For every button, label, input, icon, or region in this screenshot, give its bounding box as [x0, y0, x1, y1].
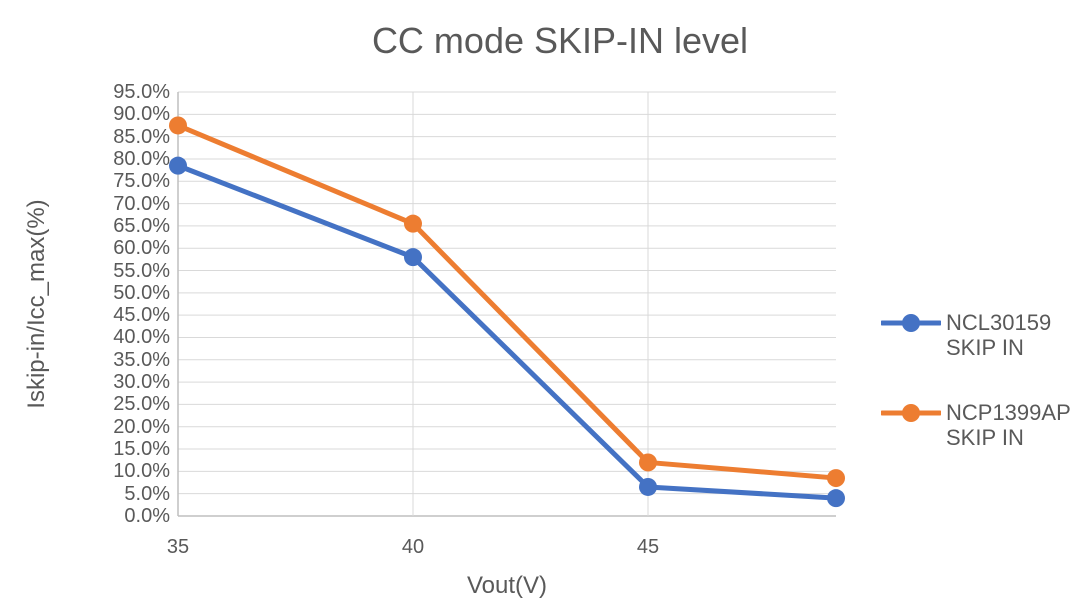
- y-tick-label: 40.0%: [113, 326, 170, 349]
- legend-line-marker-icon: [881, 314, 941, 332]
- y-tick-label: 50.0%: [113, 281, 170, 304]
- x-axis-title: Vout(V): [466, 572, 548, 599]
- y-tick-label: 15.0%: [113, 438, 170, 461]
- y-tick-label: 55.0%: [113, 259, 170, 282]
- plot-area: [169, 91, 845, 517]
- legend-label: NCP1399AP SKIP IN: [946, 400, 1071, 450]
- data-point-marker: [169, 156, 187, 175]
- y-tick-label: 60.0%: [113, 237, 170, 260]
- y-tick-label: 65.0%: [113, 214, 170, 237]
- data-point-marker: [404, 214, 422, 233]
- y-axis-title: Iskip-in/Icc_max(%): [23, 199, 50, 409]
- data-point-marker: [404, 248, 422, 267]
- data-point-marker: [827, 469, 845, 488]
- x-tick-label: 35: [166, 536, 190, 558]
- legend-item-ncl30159: NCL30159 SKIP IN: [881, 310, 1076, 360]
- data-point-marker: [639, 477, 657, 496]
- y-tick-label: 90.0%: [113, 103, 170, 126]
- y-tick-label: 25.0%: [113, 393, 170, 416]
- y-tick-label: 75.0%: [113, 170, 170, 193]
- y-tick-label: 70.0%: [113, 192, 170, 215]
- x-tick-label: 40: [401, 536, 425, 558]
- data-point-marker: [639, 453, 657, 472]
- x-tick-label: 45: [636, 536, 660, 558]
- y-tick-label: 80.0%: [113, 147, 170, 170]
- legend-line-marker-icon: [881, 404, 941, 422]
- y-tick-label: 30.0%: [113, 371, 170, 394]
- legend-label: NCL30159 SKIP IN: [946, 310, 1052, 360]
- series-line: [175, 122, 839, 481]
- y-tick-label: 20.0%: [113, 415, 170, 438]
- data-point-marker: [169, 116, 187, 135]
- y-tick-label: 85.0%: [113, 125, 170, 148]
- y-tick-label: 5.0%: [124, 482, 170, 505]
- legend-item-ncp1399ap: NCP1399AP SKIP IN: [881, 400, 1076, 450]
- y-tick-label: 35.0%: [113, 348, 170, 371]
- y-tick-label: 10.0%: [113, 460, 170, 483]
- y-tick-label: 45.0%: [113, 304, 170, 327]
- data-point-marker: [827, 489, 845, 508]
- y-tick-label: 95.0%: [113, 81, 170, 103]
- chart-title: CC mode SKIP-IN level: [371, 20, 749, 61]
- series-line: [175, 163, 839, 501]
- y-tick-label: 0.0%: [124, 505, 170, 527]
